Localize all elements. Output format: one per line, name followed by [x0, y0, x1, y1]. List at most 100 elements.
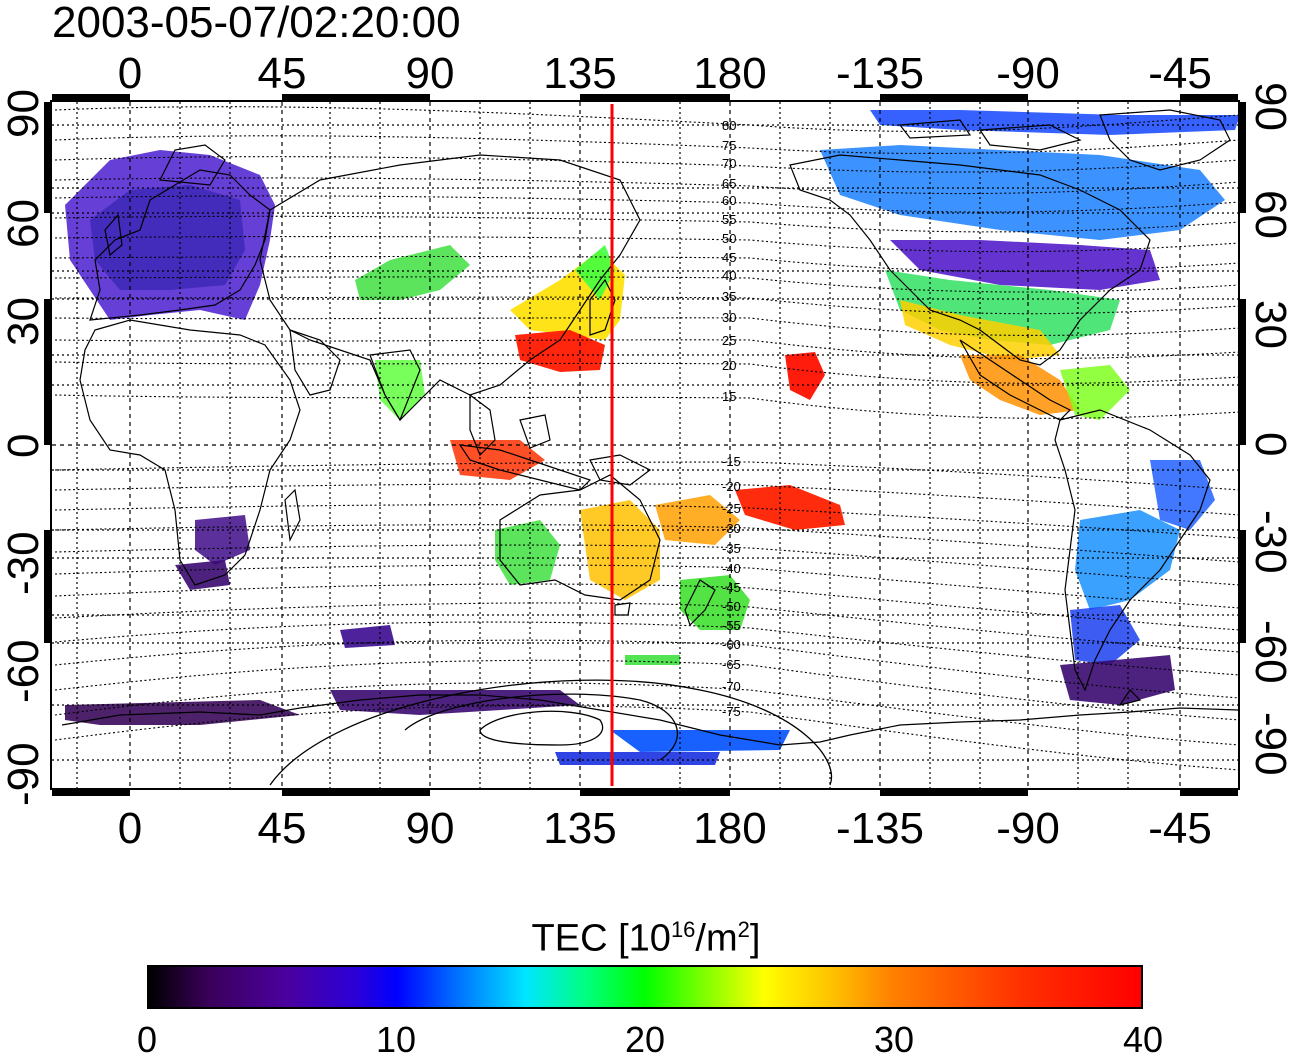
tec-patch-korea: [575, 245, 615, 300]
tec-patch-australia-west: [495, 520, 560, 585]
mlat-label: -40: [722, 561, 741, 576]
mlat-label: 65: [722, 176, 737, 191]
tec-patch-antarctica-blue: [610, 730, 790, 752]
tec-patch-usa-purple: [890, 240, 1160, 290]
lat-tick-right: 60: [1246, 190, 1292, 239]
mlat-label: -65: [722, 657, 741, 672]
lat-tick-left: 60: [0, 199, 48, 248]
lon-tick-top: 180: [693, 49, 767, 98]
lon-tick-top: -45: [1148, 49, 1212, 98]
mlat-label: 60: [722, 193, 737, 208]
colorbar-title-prefix: TEC [10: [531, 917, 671, 960]
lon-tick-top: 45: [257, 49, 307, 98]
lon-tick-bottom: 135: [543, 804, 617, 853]
mlat-label: 45: [722, 250, 737, 265]
lat-tick-left: -90: [0, 742, 48, 806]
lat-tick-left: -60: [0, 639, 48, 703]
coast-north-america: [789, 154, 1151, 366]
lat-tick-right: 90: [1246, 82, 1292, 131]
colorbar-title-unit-exponent: 2: [737, 917, 750, 942]
mlat-label: 30: [722, 310, 737, 325]
colorbar-tick: 10: [375, 1019, 417, 1060]
colorbar-title-exponent: 16: [670, 917, 696, 942]
lat-tick-left: 90: [0, 89, 48, 138]
mlat-label: 50: [722, 231, 737, 246]
mlat-label: 75: [722, 138, 737, 153]
mlat-label: 20: [722, 358, 737, 373]
coast-greenland: [1099, 109, 1231, 171]
mlat-label: -25: [722, 501, 741, 516]
lat-tick-right: -60: [1246, 620, 1292, 684]
lon-tick-top: -135: [835, 49, 925, 98]
lon-tick-bottom: 90: [405, 804, 455, 853]
lat-tick-left: 30: [0, 297, 48, 346]
lat-tick-right: -90: [1246, 712, 1292, 776]
tec-patch-asia-green: [355, 245, 470, 300]
tec-patch-southern-ocean: [625, 655, 680, 665]
colorbar: [147, 965, 1143, 1009]
mlat-label: -75: [722, 704, 741, 719]
map-title: 2003-05-07/02:20:00: [52, 0, 461, 47]
tec-patch-sa-south: [1070, 605, 1140, 665]
coast-europe: [89, 169, 271, 321]
tec-patch-nz: [680, 575, 750, 630]
mlat-label: 55: [722, 212, 737, 227]
lon-tick-bottom: -135: [835, 804, 925, 853]
tec-data-layer: [65, 110, 1240, 765]
colorbar-title-unit: /m: [695, 917, 738, 960]
tec-patch-europe-core: [90, 185, 245, 290]
lon-tick-top: 135: [543, 49, 617, 98]
lon-tick-bottom: 180: [693, 804, 767, 853]
mlat-label: 80: [722, 118, 737, 133]
tec-patch-sa-mid: [1075, 510, 1180, 610]
lon-tick-top: 0: [117, 49, 143, 98]
coast-south-america: [1054, 409, 1211, 692]
lon-tick-bottom: -90: [996, 804, 1060, 853]
colorbar-tick: 30: [873, 1019, 915, 1060]
mlat-label: -50: [722, 599, 741, 614]
lat-tick-right: -30: [1246, 510, 1292, 574]
colorbar-title: TEC [1016/m2]: [0, 908, 1292, 961]
lon-tick-bottom: 0: [117, 804, 143, 853]
mlat-label: -45: [722, 580, 741, 595]
lat-tick-left: 0: [0, 433, 48, 458]
mlat-label: -20: [722, 479, 741, 494]
tec-patch-hawaii: [785, 352, 825, 400]
lat-tick-left: -30: [0, 531, 48, 595]
mlat-label: -55: [722, 618, 741, 633]
tec-patch-patagonia: [1060, 655, 1175, 705]
lat-tick-right: 30: [1246, 300, 1292, 349]
mlat-label: -30: [722, 521, 741, 536]
colorbar-tick: 20: [624, 1019, 666, 1060]
mlat-label: 40: [722, 268, 737, 283]
tec-patch-south-atlantic: [340, 625, 395, 648]
mlat-label: 35: [722, 289, 737, 304]
mlat-label: 15: [722, 389, 737, 404]
coast-africa: [79, 319, 301, 586]
colorbar-tick: 0: [136, 1019, 158, 1060]
colorbar-tick: 40: [1122, 1019, 1164, 1060]
graticule: [52, 102, 1238, 788]
mlat-label: -15: [722, 454, 741, 469]
tec-patch-pacific-red: [735, 485, 845, 530]
lon-tick-bottom: 45: [257, 804, 307, 853]
mlat-label: -35: [722, 541, 741, 556]
coastlines: [61, 109, 1239, 746]
mlat-label: 25: [722, 333, 737, 348]
coast-asia: [259, 154, 641, 421]
tec-patch-pacific-orange: [655, 495, 740, 545]
lon-tick-top: -90: [996, 49, 1060, 98]
tec-patch-antarctica-blue2: [555, 752, 720, 765]
colorbar-title-suffix: ]: [749, 917, 761, 960]
mlat-label: -70: [722, 679, 741, 694]
tec-patch-india: [375, 360, 425, 420]
coast-antarctica: [61, 694, 1239, 746]
lat-tick-right: 0: [1246, 432, 1292, 457]
mlat-label: 70: [722, 156, 737, 171]
lon-tick-top: 90: [405, 49, 455, 98]
tec-patch-africa-south: [175, 560, 230, 590]
tec-patch-greenland: [870, 110, 1240, 135]
mlat-label: -60: [722, 637, 741, 652]
lon-tick-bottom: -45: [1148, 804, 1212, 853]
